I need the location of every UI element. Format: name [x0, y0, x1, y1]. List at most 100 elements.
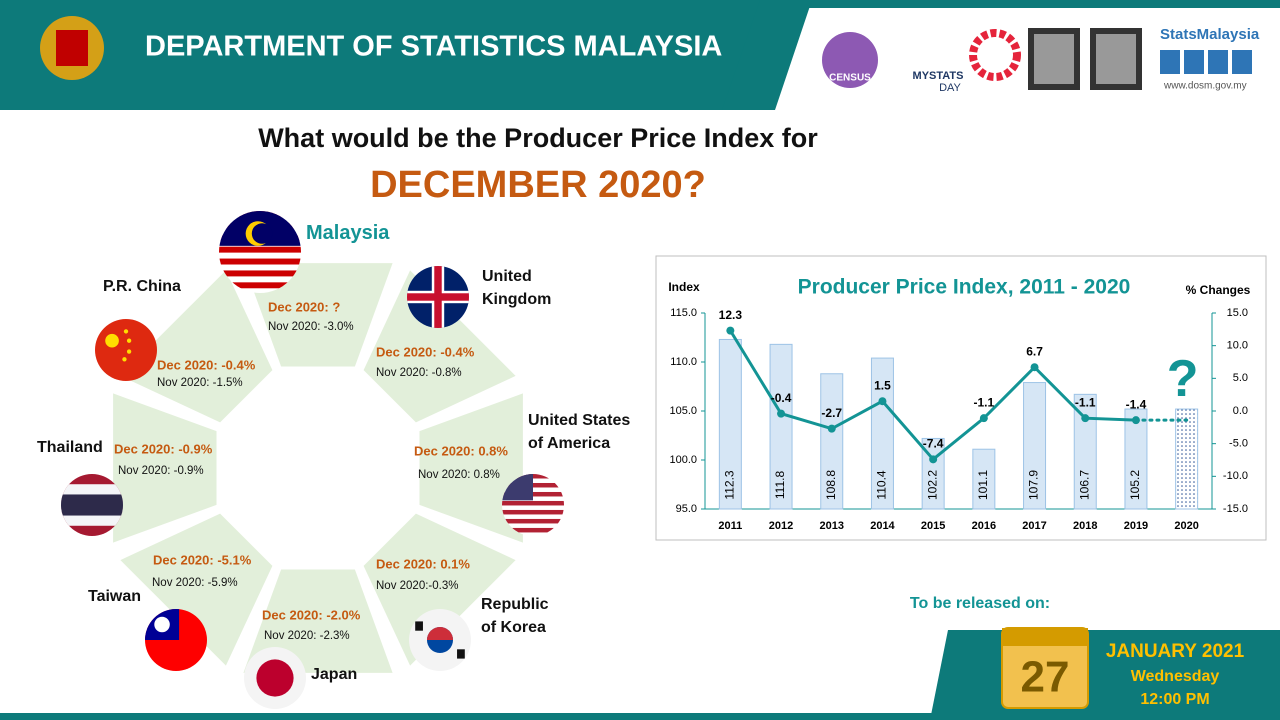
bar: [1023, 382, 1047, 510]
country-name: Thailand: [37, 439, 103, 456]
logo-panel: [770, 8, 1280, 110]
mystats: MYSTATS: [913, 70, 964, 82]
social-icon: [1184, 50, 1204, 74]
social-icon: [1160, 50, 1180, 74]
chart-title: Producer Price Index, 2011 - 2020: [798, 276, 1131, 299]
point-label: -1.1: [1075, 395, 1096, 409]
qr-inner: [1034, 34, 1074, 84]
point: [827, 424, 836, 433]
segment: [419, 393, 523, 543]
country-name: Taiwan: [88, 588, 142, 605]
flag: [61, 474, 123, 536]
country-name: United Kingdom: [482, 268, 552, 308]
bar: [820, 373, 844, 510]
flag-part: [457, 649, 465, 659]
bar-label: 111.8: [773, 471, 787, 500]
nov-2020: Nov 2020: -1.5%: [157, 377, 243, 389]
census-text: CENSUS: [829, 73, 871, 84]
flag-part: [154, 616, 170, 633]
flag-part: [251, 223, 273, 244]
point: [979, 414, 988, 423]
nov-2020: Nov 2020: 0.8%: [418, 469, 500, 481]
point: [1081, 414, 1090, 423]
release-month: JANUARY 2021: [1106, 641, 1245, 662]
nov-2020: Nov 2020: -0.8%: [376, 367, 462, 379]
country-name: Republic of Korea: [481, 596, 549, 636]
y-tick-label: 110.0: [670, 356, 697, 368]
sdg-logo: [969, 29, 1021, 81]
bar-label: 101.1: [976, 470, 990, 500]
nov-2020: Nov 2020:-0.3%: [376, 580, 458, 592]
y-tick-label: 115.0: [670, 307, 697, 319]
release-weekday: Wednesday: [1131, 668, 1220, 685]
y2-tick-label: -15.0: [1223, 503, 1248, 515]
flag-part: [126, 338, 132, 343]
bar-label: 110.4: [875, 470, 889, 499]
y-tick-label: 105.0: [669, 405, 697, 417]
bar: [1124, 408, 1148, 510]
y2-tick-label: 10.0: [1227, 340, 1248, 352]
x-tick-label: 2011: [718, 520, 742, 532]
x-tick-label: 2017: [1022, 520, 1046, 532]
dec-2020: Dec 2020: 0.1%: [376, 556, 470, 571]
point: [726, 326, 735, 335]
flag-part: [219, 270, 301, 277]
point-label: 1.5: [874, 378, 891, 392]
dec-2020: Dec 2020: -0.4%: [376, 344, 475, 359]
flag-part: [219, 258, 301, 265]
bar-label: 106.7: [1077, 470, 1091, 500]
emblem-shield: [56, 30, 88, 66]
question-mark: ?: [1167, 350, 1199, 408]
placeholder-bar: [1175, 408, 1199, 510]
y2-tick-label: 5.0: [1233, 372, 1248, 384]
point-label: -1.1: [974, 395, 995, 409]
flag-part: [415, 621, 423, 631]
flag: [95, 319, 157, 381]
flag: [502, 474, 564, 536]
flag-part: [122, 357, 127, 362]
flag-part: [95, 319, 157, 381]
country-name: Japan: [311, 666, 358, 683]
flag-part: [219, 246, 301, 253]
bar-label: 105.2: [1128, 470, 1142, 500]
segment: [243, 569, 393, 673]
segment: [113, 393, 217, 543]
x-tick-label: 2019: [1124, 520, 1148, 532]
x-tick-label: 2016: [972, 520, 996, 532]
segment: [243, 263, 393, 367]
chart-frame: [655, 255, 1267, 541]
dec-2020: Dec 2020: -0.4%: [157, 357, 256, 372]
flag: [409, 609, 471, 671]
question-highlight: DECEMBER 2020?: [370, 164, 706, 206]
nov-2020: Nov 2020: -0.9%: [118, 465, 204, 477]
point: [878, 397, 887, 406]
question: What would be the Producer Price Index f…: [258, 123, 818, 153]
header-slant: [722, 0, 812, 110]
point: [1030, 363, 1039, 372]
y2-axis-label: % Changes: [1186, 283, 1251, 297]
nov-2020: Nov 2020: -3.0%: [268, 321, 354, 333]
bar: [769, 343, 793, 510]
dec-2020: Dec 2020: -5.1%: [153, 552, 252, 567]
point-label: 6.7: [1026, 344, 1043, 358]
flag-part: [502, 509, 564, 515]
nov-2020: Nov 2020: -5.9%: [152, 577, 238, 589]
y2-tick-label: -10.0: [1223, 470, 1248, 482]
flag-part: [126, 349, 132, 354]
release-day: 27: [1021, 653, 1070, 702]
y2-tick-label: 15.0: [1227, 307, 1248, 319]
y2-tick-label: 0.0: [1233, 405, 1248, 417]
flag-part: [502, 527, 564, 533]
flag-part: [256, 659, 294, 697]
flag-part: [434, 266, 442, 328]
header-title: DEPARTMENT OF STATISTICS MALAYSIA: [145, 31, 722, 63]
segment: [120, 513, 273, 666]
bar-label: 108.8: [824, 470, 838, 500]
segment: [363, 270, 516, 423]
x-tick-label: 2018: [1073, 520, 1097, 532]
flag: [145, 609, 207, 671]
dec-2020: Dec 2020: 0.8%: [414, 443, 508, 458]
census-logo: [822, 32, 878, 88]
country-name: Malaysia: [306, 222, 390, 244]
bar: [870, 357, 894, 510]
